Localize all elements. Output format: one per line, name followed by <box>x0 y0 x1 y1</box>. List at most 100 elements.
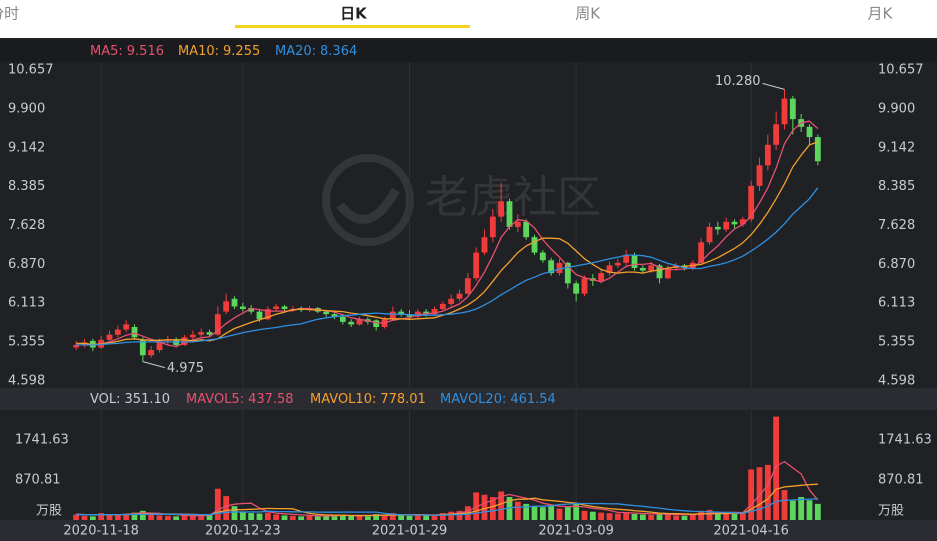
tab[interactable]: 月K <box>867 5 893 23</box>
volume-bar <box>239 511 246 520</box>
volume-bar <box>814 503 821 520</box>
candle-body <box>214 314 221 335</box>
candle-body <box>764 144 771 166</box>
candle-body <box>206 332 213 335</box>
y-tick-label-right: 8.385 <box>878 179 915 194</box>
candle-body <box>473 252 480 279</box>
volume-bar <box>389 513 396 520</box>
legend-entry: MAVOL5: 437.58 <box>186 392 294 407</box>
volume-bar <box>764 464 771 520</box>
volume-bar <box>581 510 588 520</box>
x-tick-label: 2020-11-18 <box>63 524 139 539</box>
candle-body <box>139 339 146 356</box>
candle-body <box>398 311 405 315</box>
legend-value: 8.364 <box>320 44 357 59</box>
candle-body <box>731 221 738 225</box>
volume-bar <box>156 515 163 520</box>
candle-body <box>806 126 813 138</box>
x-tick-label: 2021-04-16 <box>713 524 789 539</box>
candle-body <box>573 283 580 294</box>
tab[interactable]: 日K <box>340 5 368 23</box>
volume-bar <box>139 510 146 520</box>
volume-bar <box>598 512 605 520</box>
vol-tick-label-right: 1741.63 <box>878 432 932 447</box>
candle-body <box>248 308 255 312</box>
volume-bar <box>681 515 688 520</box>
candle-body <box>598 273 605 281</box>
y-tick-label: 7.628 <box>8 218 45 233</box>
volume-bar <box>489 497 496 520</box>
candle-body <box>323 311 330 315</box>
volume-bar <box>89 516 96 520</box>
y-tick-label-right: 6.113 <box>878 296 915 311</box>
volume-bar <box>314 515 321 520</box>
vol-tick-label: 1741.63 <box>15 432 69 447</box>
min-pointer <box>142 361 165 369</box>
max-pointer <box>762 82 785 90</box>
watermark: 老虎社区 <box>425 172 601 223</box>
volume-bar <box>806 500 813 520</box>
tab[interactable]: 周K <box>575 5 601 23</box>
y-tick-label: 9.142 <box>8 140 45 155</box>
candle-body <box>756 165 763 186</box>
volume-bar <box>589 511 596 520</box>
candle-body <box>639 267 646 271</box>
candle-body <box>373 320 380 328</box>
volume-bar <box>664 514 671 520</box>
mavol-line <box>76 498 818 516</box>
candle-body <box>773 124 780 145</box>
volume-bar <box>698 510 705 520</box>
volume-bar <box>756 467 763 520</box>
candle-body <box>631 255 638 268</box>
volume-bar <box>281 515 288 520</box>
candle-body <box>223 301 230 312</box>
candle-body <box>231 298 238 307</box>
candle-body <box>198 332 205 335</box>
legend-name: MA5: <box>90 44 123 59</box>
volume-bar <box>181 514 188 520</box>
max-label: 10.280 <box>715 74 761 89</box>
volume-bar <box>306 515 313 520</box>
tab[interactable]: 分时 <box>0 5 19 23</box>
vol-legend-name: VOL: <box>90 392 121 407</box>
y-tick-label: 8.385 <box>8 179 45 194</box>
volume-bar <box>214 488 221 520</box>
volume-bar <box>689 514 696 520</box>
volume-bar <box>414 515 421 520</box>
candle-body <box>439 303 446 310</box>
y-tick-label-right: 7.628 <box>878 218 915 233</box>
volume-bar <box>289 515 296 520</box>
volume-bar <box>531 506 538 520</box>
volume-bar <box>564 506 571 520</box>
candle-body <box>189 334 196 338</box>
vol-legend: VOL: 351.10 <box>90 392 170 407</box>
volume-bar <box>173 516 180 520</box>
volume-bar <box>164 515 171 520</box>
volume-bar <box>423 514 430 520</box>
y-tick-label: 10.657 <box>8 63 54 78</box>
volume-bar <box>331 514 338 520</box>
candle-body <box>789 98 796 120</box>
candle-body <box>273 306 280 310</box>
volume-bar <box>631 514 638 520</box>
volume-bar <box>364 516 371 520</box>
candle-body <box>606 265 613 274</box>
volume-bar <box>131 512 138 520</box>
volume-bar <box>556 508 563 520</box>
volume-bar <box>206 514 213 520</box>
candle-body <box>148 350 155 356</box>
candle-body <box>556 262 563 274</box>
candle-body <box>548 260 555 274</box>
vol-unit: 万股 <box>36 504 62 519</box>
volume-bar <box>439 513 446 520</box>
legend-entry: MA5: 9.516 <box>90 44 164 59</box>
volume-bar <box>231 506 238 520</box>
volume-bar <box>498 491 505 520</box>
candle-body <box>331 314 338 317</box>
candle-body <box>431 309 438 315</box>
volume-bar <box>789 500 796 520</box>
volume-bar <box>381 514 388 520</box>
volume-bar <box>73 514 80 520</box>
vol-legend-band <box>0 388 937 410</box>
volume-bar <box>256 513 263 520</box>
